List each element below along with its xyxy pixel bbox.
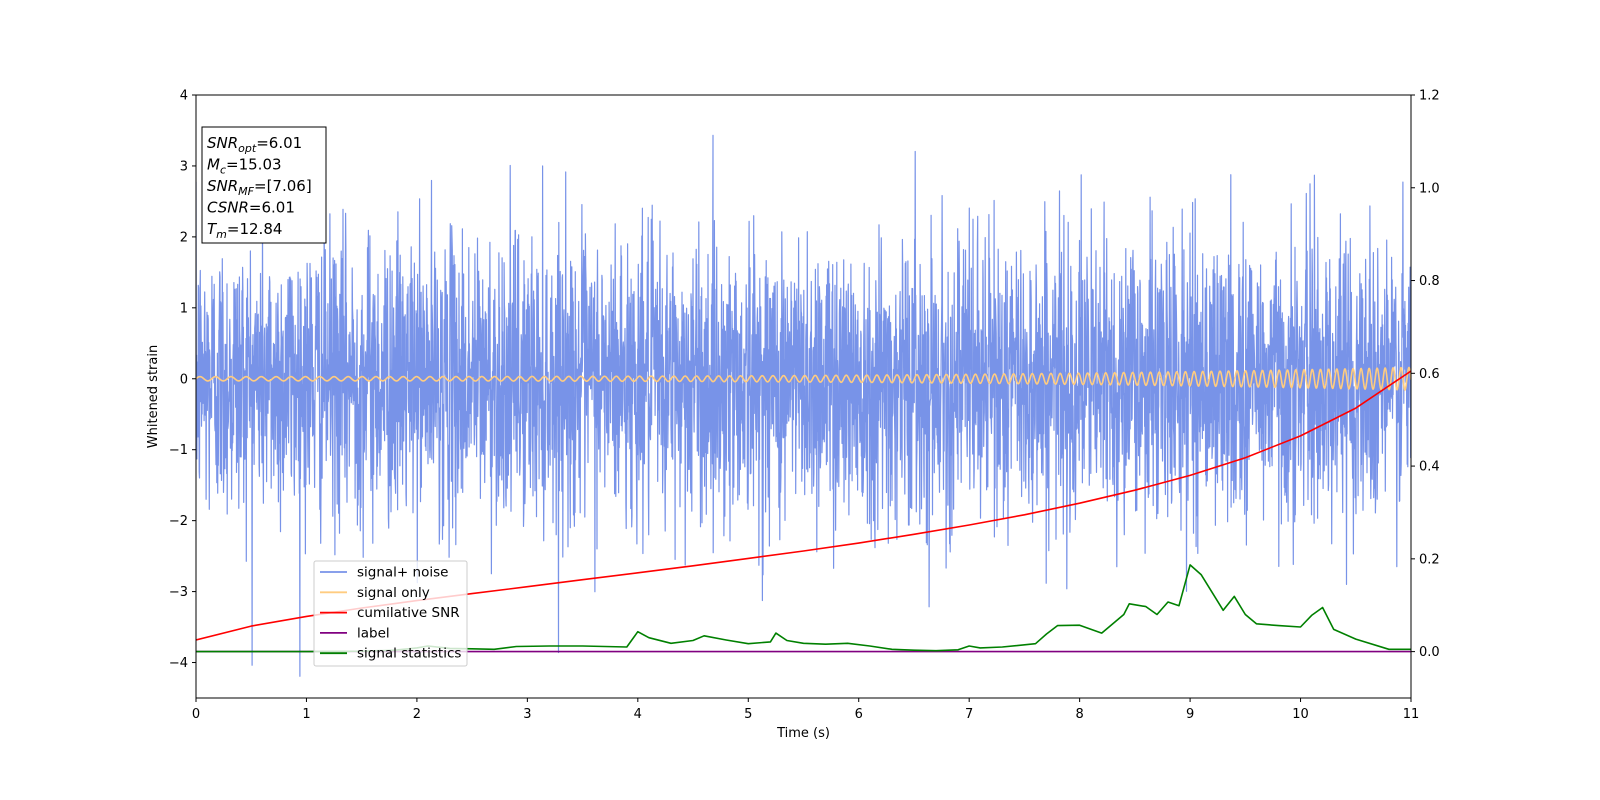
y2-tick-label: 0.6 (1419, 367, 1440, 382)
x-tick-label: 0 (192, 707, 200, 722)
annotation-line: SNRMF=[7.06] (207, 177, 312, 198)
series-line-4 (196, 564, 1411, 653)
x-tick-label: 7 (965, 707, 973, 722)
annotation-box: SNRopt=6.01Mc=15.03SNRMF=[7.06]CSNR=6.01… (201, 126, 327, 244)
legend: signal+ noise signal only cumilative SNR la… (313, 560, 468, 667)
y-axis-label: Whitened strain (146, 345, 161, 448)
y2-tick-label: 0.0 (1419, 645, 1440, 660)
legend-label: signal+ noise (357, 565, 448, 581)
y-tick-label: −2 (169, 514, 188, 529)
x-tick-label: 3 (523, 707, 531, 722)
annotation-lines: SNRopt=6.01Mc=15.03SNRMF=[7.06]CSNR=6.01… (207, 134, 312, 241)
legend-label: signal statistics (357, 646, 461, 662)
x-tick-label: 1 (302, 707, 310, 722)
y2-tick-label: 1.2 (1419, 89, 1440, 104)
x-tick-label: 5 (744, 707, 752, 722)
x-axis-label: Time (s) (776, 726, 830, 741)
y2-tick-label: 0.8 (1419, 274, 1440, 289)
annotation-line: Mc=15.03 (207, 156, 282, 177)
x-tick-label: 9 (1186, 707, 1194, 722)
annotation-line: Tm=12.84 (207, 220, 282, 241)
annotation-line: SNRopt=6.01 (207, 134, 302, 155)
annotation-line: CSNR=6.01 (207, 199, 295, 217)
y2-tick-label: 1.0 (1419, 181, 1440, 196)
x-tick-label: 2 (413, 707, 421, 722)
legend-label: signal only (357, 585, 430, 601)
y-tick-label: 0 (180, 372, 188, 387)
plot-frame (195, 94, 1412, 699)
y2-tick-label: 0.4 (1419, 460, 1440, 475)
y-tick-label: 4 (180, 89, 188, 104)
y-tick-label: 3 (180, 159, 188, 174)
x-tick-label: 4 (634, 707, 642, 722)
y-tick-label: −3 (169, 585, 188, 600)
ticks-layer: 0 1 2 3 4 5 6 7 8 9 10 11 −4 −3 −2 −1 0 1 2 3 4 0.0 0.2 0.4 0.6 0… (169, 89, 1440, 723)
x-tick-label: 8 (1075, 707, 1083, 722)
x-tick-label: 11 (1403, 707, 1420, 722)
legend-label: label (357, 625, 390, 641)
y2-tick-label: 0.2 (1419, 552, 1440, 567)
x-tick-label: 6 (855, 707, 863, 722)
series-line-1 (196, 366, 1411, 391)
legend-label: cumilative SNR (357, 605, 460, 621)
legend-frame (313, 560, 468, 667)
y-tick-label: −1 (169, 443, 188, 458)
y-tick-label: 1 (180, 301, 188, 316)
legend-items: signal+ noise signal only cumilative SNR la… (320, 565, 461, 662)
y-tick-label: 2 (180, 230, 188, 245)
x-tick-label: 10 (1292, 707, 1309, 722)
y-tick-label: −4 (169, 656, 188, 671)
annotation-frame (201, 126, 327, 244)
